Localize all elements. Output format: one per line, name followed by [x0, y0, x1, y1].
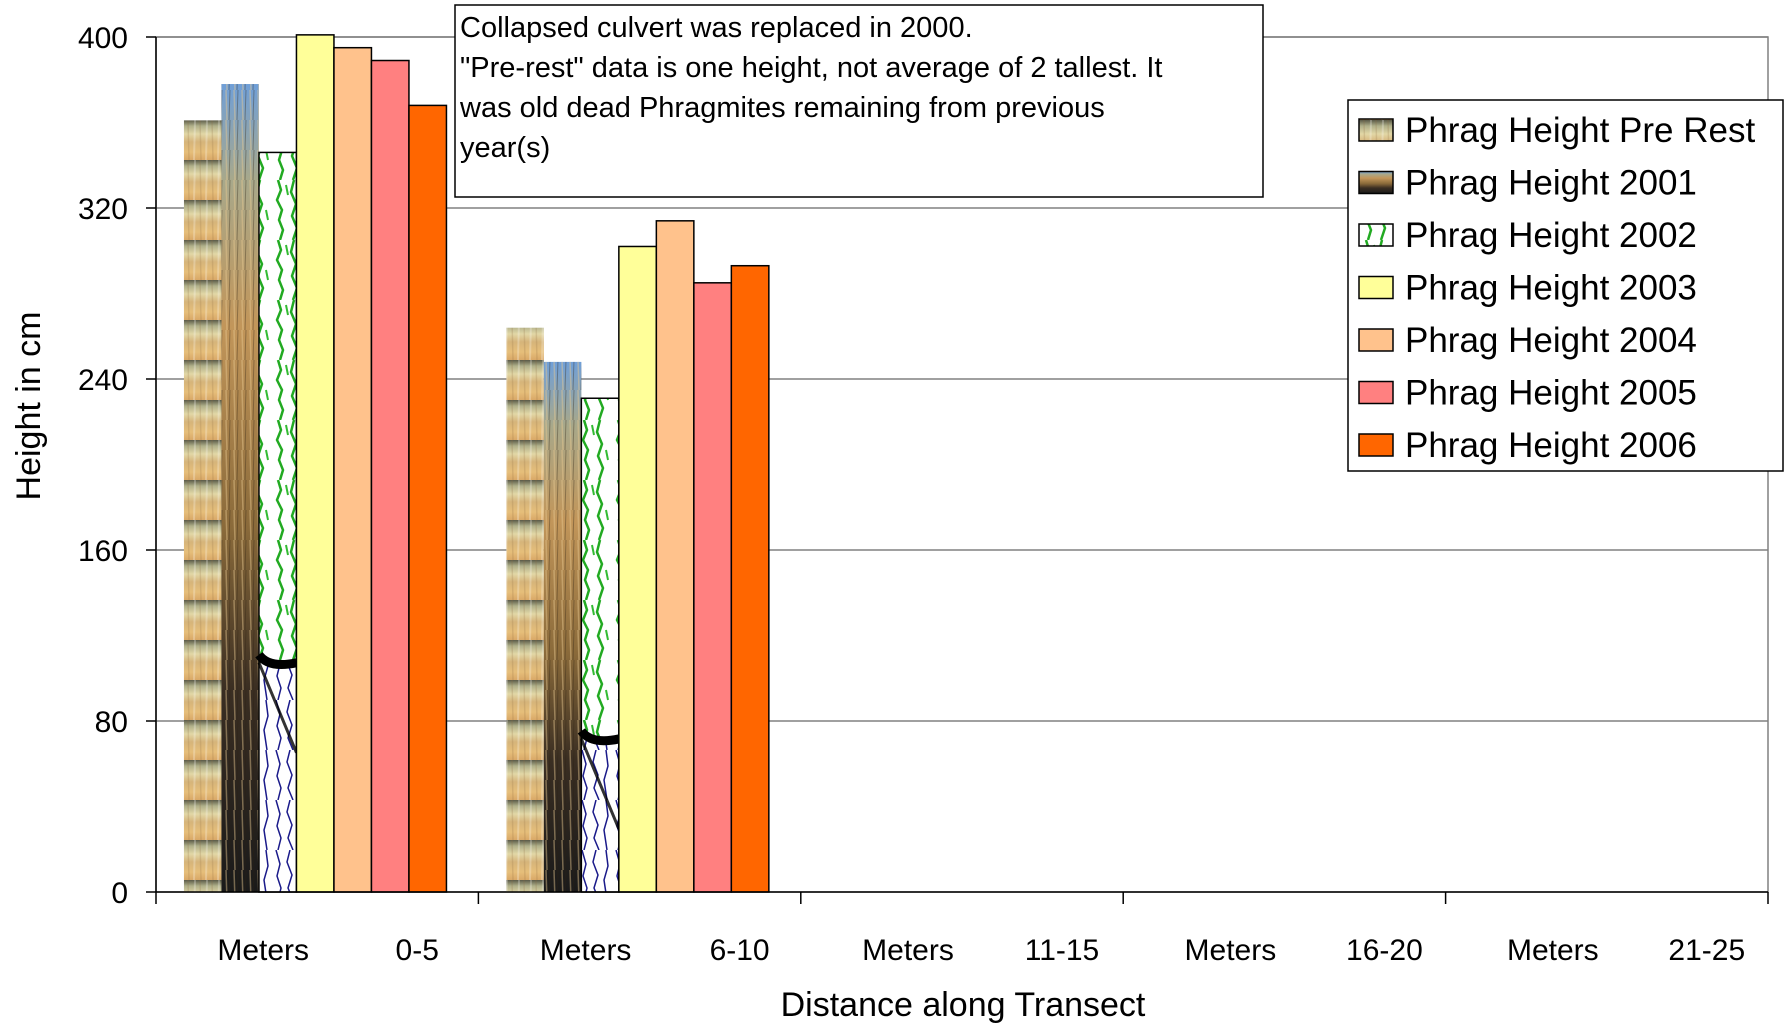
legend-label: Phrag Height 2002: [1405, 216, 1697, 255]
y-tick-labels: 0 80 160 240 320 400: [78, 22, 156, 910]
legend-item: Phrag Height 2004: [1358, 321, 1697, 360]
y-tick-label: 0: [111, 877, 128, 910]
legend-swatch: [1358, 223, 1394, 247]
x-tick-label: 16-20: [1346, 934, 1423, 967]
x-tick-label: Meters: [1185, 934, 1277, 967]
bar: [408, 104, 448, 893]
legend-swatch: [1358, 433, 1394, 457]
legend-swatch: [1358, 328, 1394, 352]
legend-item: Phrag Height Pre Rest: [1358, 111, 1755, 150]
y-tick-label: 160: [78, 535, 128, 568]
legend-swatch: [1358, 380, 1394, 405]
annotation-line-3: was old dead Phragmites remaining from p…: [459, 92, 1105, 124]
bar: [618, 245, 658, 893]
annotation-line-2: "Pre-rest" data is one height, not avera…: [460, 52, 1163, 84]
x-tick-label: 11-15: [1025, 934, 1100, 967]
legend-label: Phrag Height Pre Rest: [1405, 111, 1755, 150]
legend-item: Phrag Height 2001: [1358, 164, 1697, 203]
y-tick-label: 320: [78, 193, 128, 226]
bar: [255, 151, 298, 893]
annotation-line-4: year(s): [460, 132, 550, 164]
x-tick-label: Meters: [217, 934, 309, 967]
bar: [577, 397, 621, 893]
y-tick-label: 400: [78, 22, 128, 55]
annotation-line-1: Collapsed culvert was replaced in 2000.: [460, 12, 973, 44]
legend-swatch: [1358, 170, 1394, 195]
y-tick-label: 80: [95, 706, 128, 739]
bar: [506, 327, 544, 892]
x-tick-label: 0-5: [396, 934, 439, 967]
bar: [333, 46, 373, 893]
legend-label: Phrag Height 2001: [1405, 164, 1697, 203]
x-tick-label: Meters: [862, 934, 954, 967]
x-tick-label: Meters: [1507, 934, 1599, 967]
bar: [183, 120, 222, 893]
legend-label: Phrag Height 2003: [1405, 269, 1697, 308]
bar: [730, 264, 770, 893]
legend-label: Phrag Height 2004: [1405, 321, 1697, 360]
bar: [655, 220, 695, 893]
y-axis-label: Height in cm: [10, 312, 48, 501]
bar: [221, 84, 259, 892]
y-tick-label: 240: [78, 364, 128, 397]
legend-item: Phrag Height 2005: [1358, 374, 1697, 413]
bar: [370, 59, 410, 893]
legend-item: Phrag Height 2006: [1358, 426, 1697, 465]
bars: [183, 34, 770, 893]
legend: Phrag Height Pre Rest Phrag Height 2001 Ph…: [1347, 99, 1784, 472]
legend-item: Phrag Height 2002: [1358, 216, 1697, 255]
x-tick-labels: Meters 0-5 Meters 6-10 Meters 11-15 Meters 16-2…: [217, 934, 1745, 967]
legend-label: Phrag Height 2005: [1405, 374, 1697, 413]
x-tick-label: Meters: [540, 934, 632, 967]
axes: [155, 37, 1769, 904]
legend-swatch: [1358, 275, 1394, 300]
x-axis-label: Distance along Transect: [781, 986, 1146, 1024]
bar: [693, 282, 733, 893]
bar: [295, 34, 335, 893]
bar: [543, 361, 582, 892]
legend-label: Phrag Height 2006: [1405, 426, 1697, 465]
x-tick-label: 21-25: [1668, 934, 1745, 967]
legend-swatch: [1358, 118, 1394, 142]
legend-item: Phrag Height 2003: [1358, 269, 1697, 308]
annotation-box: Collapsed culvert was replaced in 2000. …: [454, 4, 1264, 198]
x-tick-label: 6-10: [710, 934, 770, 967]
